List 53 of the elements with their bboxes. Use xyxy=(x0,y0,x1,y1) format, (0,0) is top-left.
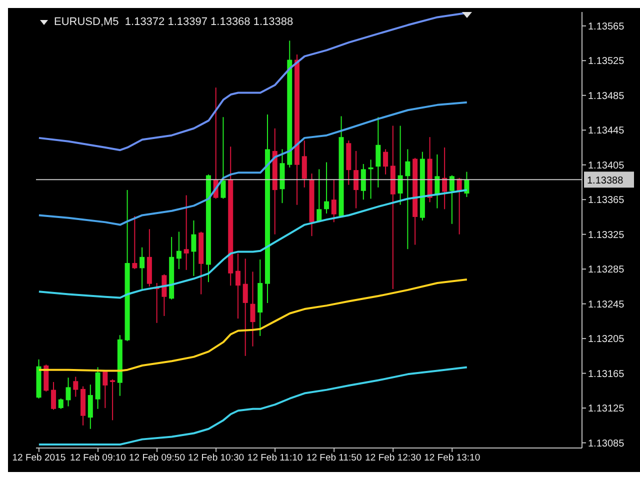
candlestick xyxy=(376,116,381,188)
y-tick-label: 1.13525 xyxy=(588,56,625,68)
x-tick-label: 12 Feb 12:30 xyxy=(365,452,422,464)
y-tick-label: 1.13485 xyxy=(588,90,625,102)
candlestick xyxy=(184,194,189,270)
candlestick xyxy=(58,398,64,410)
y-tick-label: 1.13285 xyxy=(588,264,625,276)
y-tick-label: 1.13325 xyxy=(588,230,625,241)
y-tick-label: 1.13085 xyxy=(588,438,625,450)
x-tick-label: 12 Feb 09:50 xyxy=(129,452,186,464)
x-tick-label: 12 Feb 13:10 xyxy=(424,452,480,464)
candlestick xyxy=(132,216,138,270)
candlestick xyxy=(162,274,167,316)
candlestick xyxy=(66,377,71,407)
candlestick xyxy=(316,168,322,223)
candlestick xyxy=(405,148,410,250)
y-tick-label: 1.13165 xyxy=(588,368,625,380)
x-tick-label: 12 Feb 2015 xyxy=(12,452,66,464)
candlestick xyxy=(191,220,196,277)
y-tick-label: 1.13565 xyxy=(588,21,625,32)
line-series xyxy=(38,101,468,226)
candlestick xyxy=(360,163,366,200)
chart-title: EURUSD,M5 1.13372 1.13397 1.13368 1.13388 xyxy=(54,16,294,28)
candlestick xyxy=(176,231,182,270)
candlestick xyxy=(331,179,336,223)
candlestick xyxy=(220,116,226,200)
candlestick xyxy=(250,271,256,347)
x-tick-label: 12 Feb 11:50 xyxy=(306,452,362,464)
x-tick-label: 12 Feb 11:10 xyxy=(247,452,303,464)
y-tick-label: 1.13405 xyxy=(588,160,625,172)
candlestick xyxy=(449,174,454,224)
candlestick xyxy=(354,150,359,209)
candlestick xyxy=(302,140,307,188)
y-tick-label: 1.13205 xyxy=(588,334,625,346)
candlestick xyxy=(235,252,240,320)
candlestick xyxy=(383,148,388,175)
x-tick-label: 12 Feb 10:30 xyxy=(188,452,244,464)
x-tick-label: 12 Feb 09:10 xyxy=(70,452,126,464)
candlestick xyxy=(242,258,248,356)
candlestick xyxy=(442,146,448,210)
candlestick xyxy=(324,162,330,214)
candlestick xyxy=(88,384,93,430)
y-tick-label: 1.13445 xyxy=(588,126,625,137)
y-tick-label: 1.13245 xyxy=(588,299,625,310)
candlestick xyxy=(51,381,56,410)
ref-line-label: 1.13388 xyxy=(587,176,624,187)
candlestick xyxy=(140,246,145,290)
candlestick xyxy=(398,125,403,206)
candlestick xyxy=(73,376,78,398)
y-tick-label: 1.13125 xyxy=(588,404,625,415)
line-series xyxy=(38,366,468,446)
y-tick-label: 1.13365 xyxy=(588,195,625,206)
candlestick xyxy=(102,370,108,409)
